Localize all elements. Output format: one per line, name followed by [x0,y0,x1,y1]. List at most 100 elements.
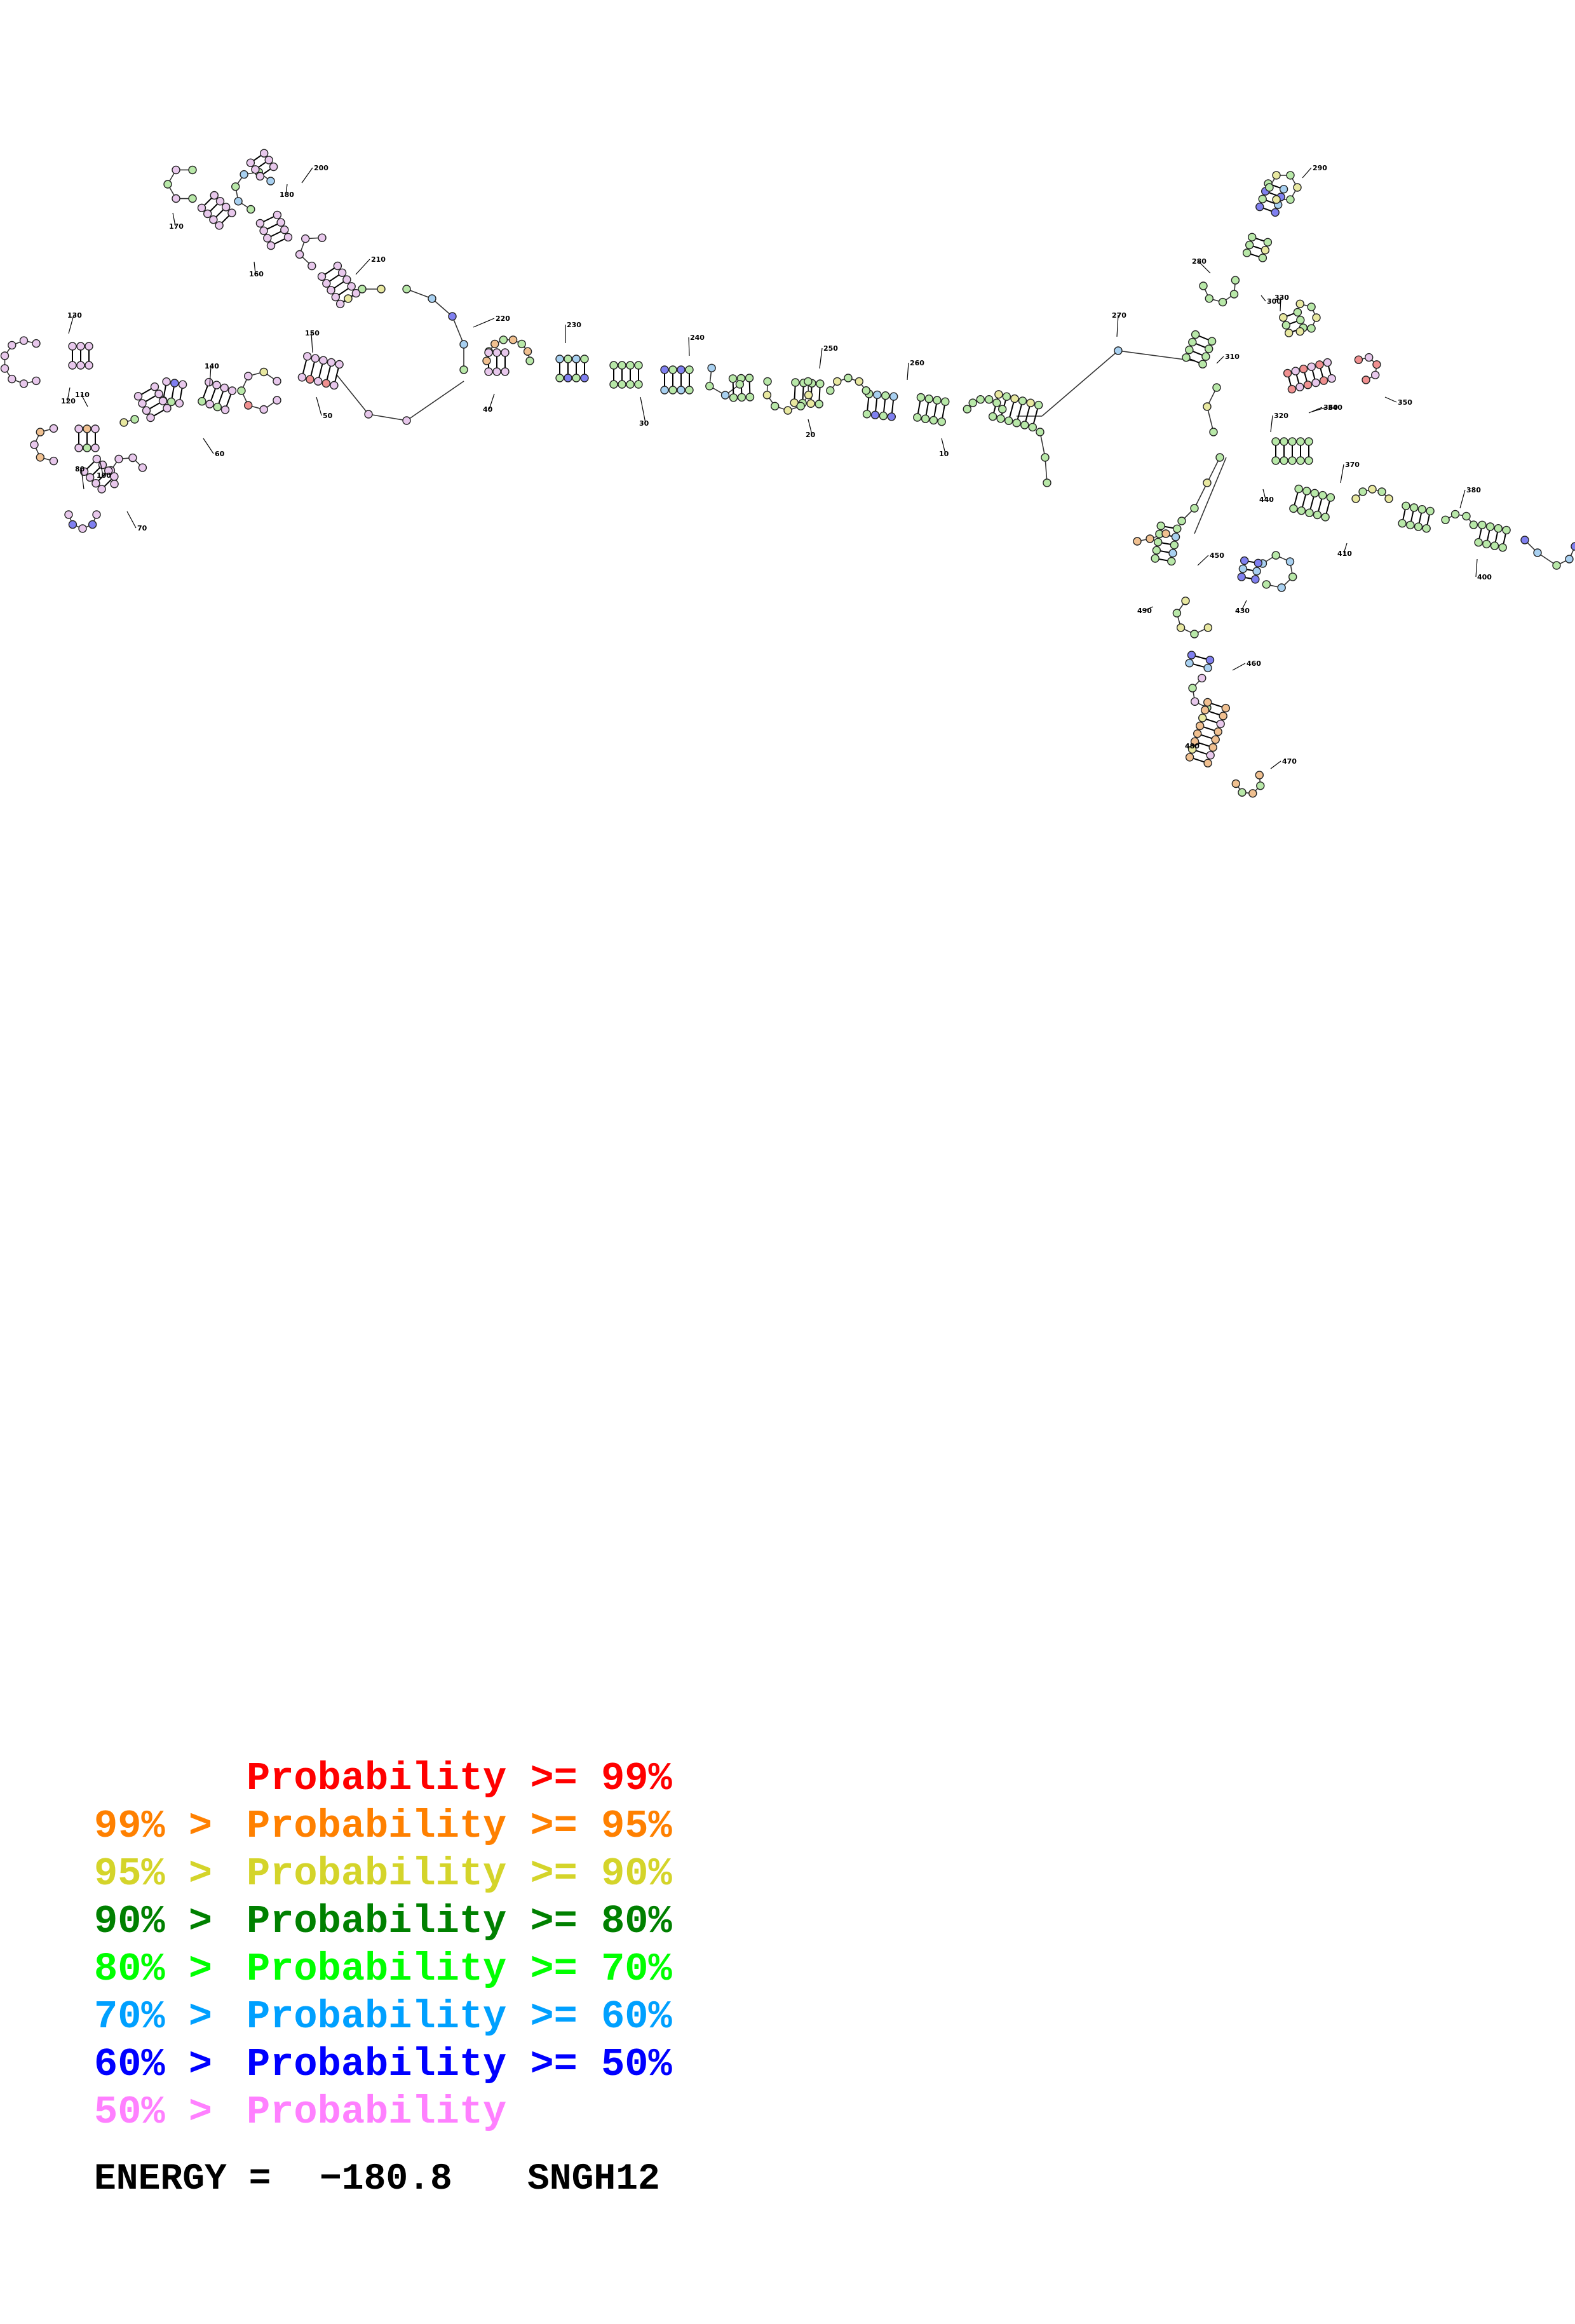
nucleotide [1292,367,1299,375]
nucleotide [1271,208,1279,216]
nucleotide [1252,576,1259,583]
nucleotide [20,380,28,388]
nucleotide [135,393,142,400]
nucleotide [1282,321,1290,329]
nucleotide [229,387,236,395]
nucleotide [204,210,212,218]
nucleotide [1280,438,1288,445]
nucleotide [797,402,804,410]
nucleotide [1272,438,1280,445]
nucleotide [1355,356,1362,363]
nucleotide [265,156,273,164]
nucleotide [304,353,311,360]
nucleotide [491,340,499,348]
position-label: 30 [639,419,649,428]
nucleotide [217,198,224,205]
legend-label: Probability [247,2088,506,2136]
nucleotide [499,336,507,344]
nucleotide [1463,513,1470,520]
nucleotide [1259,195,1266,203]
nucleotide [995,391,1003,398]
nucleotide [277,219,285,226]
nucleotide [1186,753,1194,761]
nucleotide [264,234,271,242]
rna-secondary-structure: 1020304050607080100110120130140150160170… [0,0,1575,889]
nucleotide [1003,393,1010,400]
nucleotide [890,393,898,400]
backbone-segment [1194,457,1226,534]
nucleotide [618,361,626,369]
nucleotide [1266,184,1273,191]
nucleotide [815,400,823,408]
backbone-lines [5,153,1575,794]
nucleotide [1219,712,1227,720]
position-tick [1233,663,1245,670]
nucleotide [1157,522,1165,530]
position-tick [1341,464,1344,483]
nucleotide [1287,172,1294,179]
legend-prefix: 50% > [94,2088,212,2136]
nucleotide [1499,544,1506,551]
nucleotide [1151,555,1159,562]
nucleotide [256,173,264,180]
nucleotide [403,417,410,424]
nucleotide [1186,659,1193,667]
nucleotide [736,381,743,388]
nucleotide [626,361,634,369]
nucleotide [1204,759,1212,767]
legend-prefix: 70% > [94,1993,212,2041]
nucleotide [256,220,264,227]
position-label: 80 [75,465,85,473]
nucleotide [77,361,84,369]
position-label: 110 [75,391,90,399]
nucleotide [1205,345,1213,353]
nucleotide [618,381,626,388]
nucleotide [1254,559,1262,567]
nucleotide [1296,383,1304,391]
nucleotide [69,361,76,369]
nucleotide [1213,384,1220,391]
nucleotide [763,391,771,399]
nucleotide [115,456,123,463]
position-label: 20 [806,431,816,439]
nucleotide [1288,438,1296,445]
nucleotide [1323,359,1331,367]
position-label: 140 [205,362,219,370]
nucleotide [267,242,275,250]
legend-prefix: 95% > [94,1850,212,1898]
nucleotide [925,395,933,403]
nucleotide [8,341,16,349]
position-tick [203,438,213,454]
nucleotide [804,377,812,385]
nucleotide [1322,513,1329,521]
position-tick [127,511,136,528]
nucleotide [827,387,834,395]
nucleotide [111,473,118,480]
nucleotide [669,386,677,394]
nucleotide [485,368,492,375]
nucleotide [626,381,634,388]
nucleotide [1312,379,1320,387]
nucleotide [1207,752,1214,759]
legend-label: Probability >= 95% [247,1802,672,1850]
nucleotide [524,348,532,355]
position-tick [907,363,909,380]
position-tick [302,168,313,183]
nucleotide [1306,509,1313,517]
nucleotide [215,222,223,229]
position-tick [1271,415,1273,432]
nucleotide [1196,722,1204,730]
nucleotide [510,336,517,344]
nucleotide [1305,457,1313,464]
nucleotide [281,226,288,234]
position-label: 370 [1345,461,1360,469]
nucleotide [163,378,170,386]
nucleotide [314,377,322,385]
nucleotide [938,418,945,426]
nucleotide [198,398,206,405]
nucleotide [335,361,343,368]
nucleotide [151,383,159,391]
nucleotide [306,375,314,383]
nucleotide [1182,597,1189,605]
nucleotide [213,381,220,389]
